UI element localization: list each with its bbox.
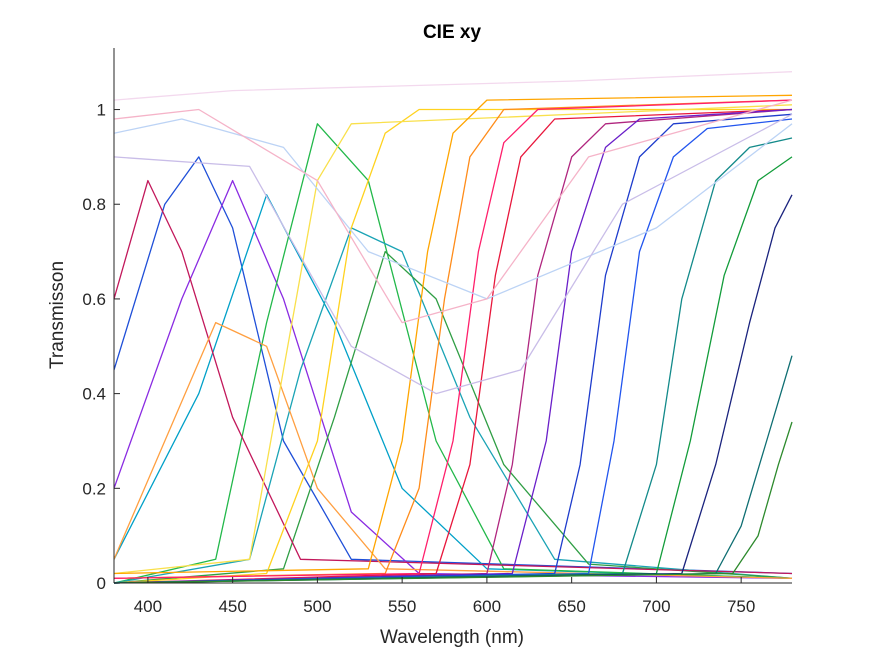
series-layer <box>113 71 793 584</box>
series-line-yellow-edge-510 <box>113 108 792 584</box>
chart-title: CIE xy <box>423 22 482 43</box>
series-line-red-edge-600 <box>113 108 793 584</box>
series-line-green-edge-770 <box>113 421 793 584</box>
series-line-bandpass-520 <box>113 227 793 584</box>
series-line-magenta-edge-620 <box>113 108 793 584</box>
y-tick-label: 0 <box>97 574 106 593</box>
x-tick-label: 450 <box>218 597 246 616</box>
series-line-bandpass-540 <box>113 250 793 584</box>
axes: 400 450 500 550 600 650 700 750 0 0.2 0.4 0.6 0.8 1 <box>82 48 792 616</box>
series-line-bandpass-430 <box>113 156 793 575</box>
series-line-light-flat-high <box>113 71 793 101</box>
x-tick-label: 700 <box>642 597 670 616</box>
series-line-lavender-notch <box>113 113 793 395</box>
series-line-orange-edge-560 <box>113 94 793 575</box>
x-tick-label: 650 <box>557 597 585 616</box>
y-tick-label: 0.8 <box>82 195 106 214</box>
series-line-red-edge-590 <box>113 99 793 579</box>
series-line-light-flat-blue <box>113 118 793 300</box>
series-line-yellow-edge-490 <box>113 104 793 575</box>
series-line-bandpass-470 <box>113 194 793 579</box>
series-line-blue-edge-680 <box>113 118 793 584</box>
x-axis-title: Wavelength (nm) <box>380 627 524 648</box>
y-tick-label: 0.4 <box>82 385 106 404</box>
x-ticks: 400 450 500 550 600 650 700 750 <box>134 577 755 616</box>
x-tick-label: 500 <box>303 597 331 616</box>
series-line-purple-edge-640 <box>113 108 793 584</box>
series-line-bandpass-440 <box>113 321 793 579</box>
y-ticks: 0 0.2 0.4 0.6 0.8 1 <box>82 101 120 593</box>
series-line-teal-edge-760 <box>113 355 793 584</box>
series-line-blue-edge-660 <box>113 113 793 584</box>
x-tick-label: 750 <box>727 597 755 616</box>
series-line-pink-notch <box>113 99 793 324</box>
x-tick-label: 600 <box>473 597 501 616</box>
y-tick-label: 1 <box>97 101 106 120</box>
series-line-bandpass-410 <box>113 179 793 575</box>
x-tick-label: 400 <box>134 597 162 616</box>
x-tick-label: 550 <box>388 597 416 616</box>
y-tick-label: 0.2 <box>82 479 106 498</box>
y-axis-title: Transmisson <box>47 261 68 369</box>
y-tick-label: 0.6 <box>82 290 106 309</box>
